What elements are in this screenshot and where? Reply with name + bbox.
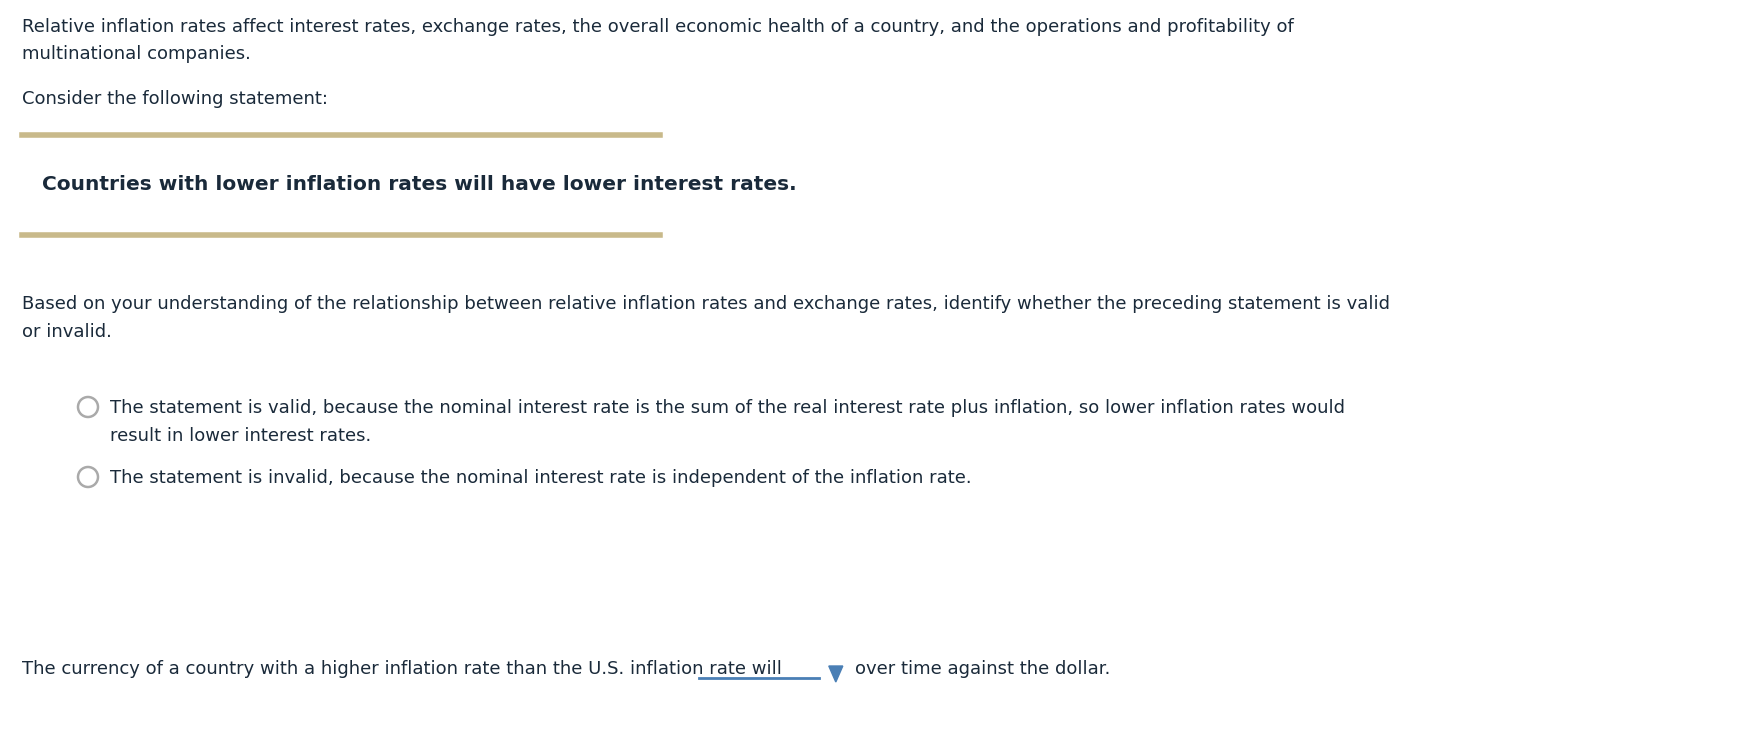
Text: multinational companies.: multinational companies. — [23, 45, 251, 63]
Text: The statement is valid, because the nominal interest rate is the sum of the real: The statement is valid, because the nomi… — [110, 399, 1345, 417]
Text: Relative inflation rates affect interest rates, exchange rates, the overall econ: Relative inflation rates affect interest… — [23, 18, 1294, 36]
Text: Countries with lower inflation rates will have lower interest rates.: Countries with lower inflation rates wil… — [42, 175, 797, 194]
Text: over time against the dollar.: over time against the dollar. — [855, 660, 1111, 678]
Text: The currency of a country with a higher inflation rate than the U.S. inflation r: The currency of a country with a higher … — [23, 660, 781, 678]
Polygon shape — [828, 666, 842, 682]
Text: The statement is invalid, because the nominal interest rate is independent of th: The statement is invalid, because the no… — [110, 469, 971, 487]
Text: Consider the following statement:: Consider the following statement: — [23, 90, 328, 108]
Text: result in lower interest rates.: result in lower interest rates. — [110, 427, 371, 445]
Text: Based on your understanding of the relationship between relative inflation rates: Based on your understanding of the relat… — [23, 295, 1390, 313]
Text: or invalid.: or invalid. — [23, 323, 112, 341]
